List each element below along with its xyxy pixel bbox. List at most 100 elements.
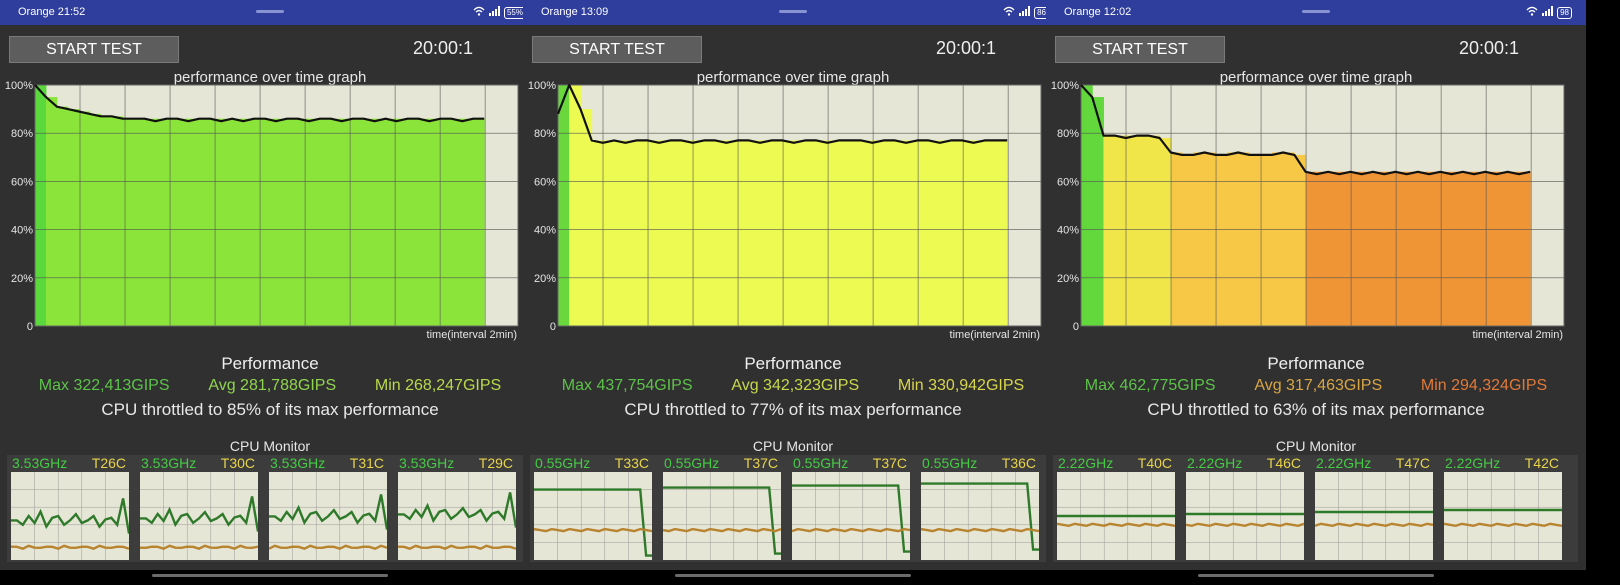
graph-title: performance over time graph: [173, 69, 367, 86]
fill-band: [352, 118, 365, 326]
status-icons: 55%: [473, 6, 526, 19]
core-graph: [663, 472, 781, 560]
fill-band: [78, 111, 91, 326]
fill-band: [670, 140, 683, 326]
fill-band: [939, 140, 952, 326]
fill-band: [473, 118, 485, 326]
stat-max: Max 462,775GIPS: [1084, 377, 1216, 394]
signal-icon: [488, 6, 500, 19]
start-test-button[interactable]: START TEST: [1055, 36, 1225, 63]
fill-band: [155, 118, 167, 326]
cpu-monitor-title: CPU Monitor: [752, 438, 834, 454]
stat-min: Min 294,324GIPS: [1420, 377, 1548, 394]
cpu-core: 0.55GHz T36C: [917, 455, 1039, 562]
core-frequency-line: [11, 498, 129, 534]
core-temperature-line: [398, 544, 516, 550]
plot-frame: [1080, 84, 1565, 327]
fill-band: [1238, 152, 1250, 326]
fill-band: [973, 140, 986, 326]
fill-band: [1485, 171, 1498, 326]
signal-icon: [1019, 6, 1031, 19]
core-temperature-line: [1186, 522, 1304, 528]
cpu-core: 0.55GHz T37C: [788, 455, 910, 562]
fill-band: [580, 109, 593, 326]
fill-band: [849, 140, 862, 326]
status-carrier-time: Orange 21:52: [18, 6, 86, 18]
notification-handle[interactable]: [779, 10, 807, 13]
fill-band: [1406, 171, 1419, 326]
fill-band: [703, 140, 716, 326]
fill-band: [1429, 171, 1441, 326]
y-tick-label: 60%: [534, 176, 556, 188]
performance-line: [1080, 84, 1531, 176]
cpu-monitor: 2.22GHz T40C 2.22GHz T46C 2.22GHz T47C 2…: [1053, 455, 1578, 562]
fill-band: [1271, 152, 1284, 326]
core-temperature-line: [534, 527, 652, 533]
fill-band: [1305, 171, 1318, 326]
home-gesture-pill[interactable]: [675, 574, 911, 577]
notification-handle[interactable]: [1302, 10, 1330, 13]
screen-3: Orange 12:02 98 START TEST 20:00:1 perfo…: [1046, 0, 1586, 585]
core-frequency-line: [534, 488, 652, 557]
fill-band: [861, 140, 873, 326]
core-frequency-line: [792, 484, 910, 553]
cpu-core: 3.53GHz T30C: [136, 455, 258, 562]
core-temperature: T30C: [220, 455, 255, 471]
battery-icon: 98: [1557, 6, 1572, 19]
fill-band: [451, 118, 463, 326]
status-icons: 98: [1526, 6, 1572, 19]
y-tick-label: 60%: [1057, 176, 1079, 188]
y-tick-label: 20%: [11, 273, 33, 285]
fill-band: [363, 118, 376, 326]
core-frequency-line: [663, 486, 781, 555]
core-temperature-line: [11, 544, 129, 550]
fill-band: [308, 118, 321, 326]
core-plot-background: [1186, 472, 1304, 560]
start-test-button[interactable]: START TEST: [9, 36, 179, 63]
fill-band: [827, 140, 840, 326]
core-plot-background: [921, 472, 1039, 560]
fill-band: [144, 118, 157, 326]
fill-band: [962, 140, 975, 326]
fill-band: [1316, 171, 1329, 326]
core-temperature: T40C: [1137, 455, 1172, 471]
core-frequency: 0.55GHz: [922, 455, 978, 471]
performance-heading: Performance: [744, 354, 842, 373]
start-test-button[interactable]: START TEST: [532, 36, 702, 63]
performance-stats: Max 437,754GIPS Avg 342,323GIPS Min 330,…: [523, 377, 1063, 395]
performance-line: [556, 83, 1008, 144]
home-gesture-pill[interactable]: [1198, 574, 1434, 577]
fill-band: [748, 140, 761, 326]
home-gesture-pill[interactable]: [152, 574, 388, 577]
test-timer: 20:00:1: [936, 38, 997, 58]
y-tick-label: 100%: [1051, 80, 1079, 92]
fill-band: [232, 118, 244, 326]
wifi-icon: [473, 6, 485, 19]
core-temperature: T29C: [478, 455, 513, 471]
fill-band: [771, 140, 784, 326]
cpu-core: 3.53GHz T31C: [265, 455, 387, 562]
fill-band: [647, 140, 660, 326]
performance-chart: 100% 80% 60% 40% 20% 0 time(interval 2min): [5, 80, 519, 341]
fill-band: [166, 118, 178, 326]
fill-band: [210, 118, 222, 326]
notification-handle[interactable]: [256, 10, 284, 13]
performance-chart: 100% 80% 60% 40% 20% 0 time(interval 2min): [1051, 80, 1565, 341]
core-temperature-line: [921, 527, 1039, 533]
cpu-monitor: 0.55GHz T33C 0.55GHz T37C 0.55GHz T37C 0…: [530, 455, 1055, 562]
core-frequency: 0.55GHz: [793, 455, 849, 471]
throttle-summary: CPU throttled to 77% of its max performa…: [624, 400, 962, 419]
cpu-core: 0.55GHz T37C: [659, 455, 781, 562]
fill-band: [418, 118, 430, 326]
fill-band: [177, 118, 189, 326]
core-frequency: 3.53GHz: [399, 455, 455, 471]
core-frequency: 2.22GHz: [1058, 455, 1114, 471]
core-temperature-line: [1057, 522, 1175, 528]
core-frequency: 3.53GHz: [12, 455, 68, 471]
core-temperature: T31C: [349, 455, 384, 471]
fill-band: [385, 118, 398, 326]
core-temperature: T47C: [1395, 455, 1430, 471]
fill-band: [188, 118, 200, 326]
fill-band: [89, 113, 102, 326]
core-graph: [1057, 472, 1175, 560]
